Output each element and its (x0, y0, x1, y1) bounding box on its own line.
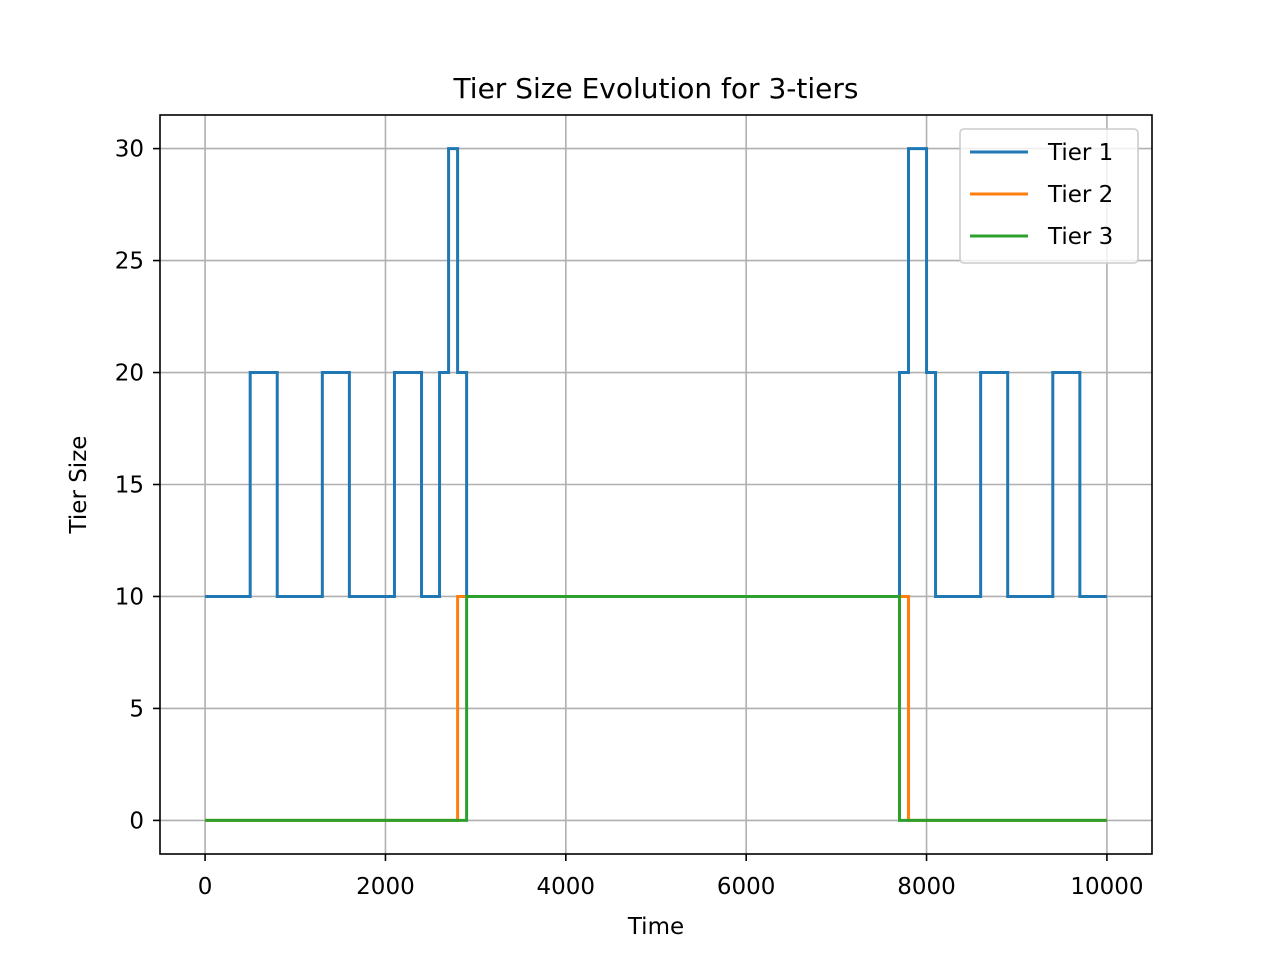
x-tick-label: 0 (198, 874, 213, 900)
y-tick-label: 25 (115, 249, 144, 275)
axis-ticks: 0 2000 4000 6000 8000 10000 0 5 10 15 20 25 30 (115, 137, 1144, 900)
legend: Tier 1 Tier 2 Tier 3 (959, 128, 1139, 264)
series-lines (205, 147, 1107, 822)
legend-box (959, 128, 1139, 264)
x-tick-label: 2000 (356, 874, 415, 900)
legend-label-tier-3: Tier 3 (1047, 224, 1113, 250)
x-tick-label: 6000 (717, 874, 776, 900)
y-tick-label: 10 (115, 584, 144, 610)
chart-title: Tier Size Evolution for 3-tiers (453, 72, 859, 105)
y-tick-label: 20 (115, 361, 144, 387)
y-tick-label: 5 (129, 696, 144, 722)
y-tick-label: 15 (115, 473, 144, 499)
y-tick-label: 30 (115, 137, 144, 163)
series-line-tier-1 (205, 147, 1107, 598)
y-tick-label: 0 (129, 808, 144, 834)
x-axis-title: Time (627, 914, 684, 940)
x-tick-label: 8000 (897, 874, 956, 900)
y-axis-title: Tier Size (66, 436, 92, 535)
legend-label-tier-1: Tier 1 (1047, 140, 1113, 166)
x-tick-label: 10000 (1070, 874, 1143, 900)
x-tick-label: 4000 (537, 874, 596, 900)
legend-label-tier-2: Tier 2 (1047, 182, 1113, 208)
series-line-tier-3 (205, 594, 1107, 822)
